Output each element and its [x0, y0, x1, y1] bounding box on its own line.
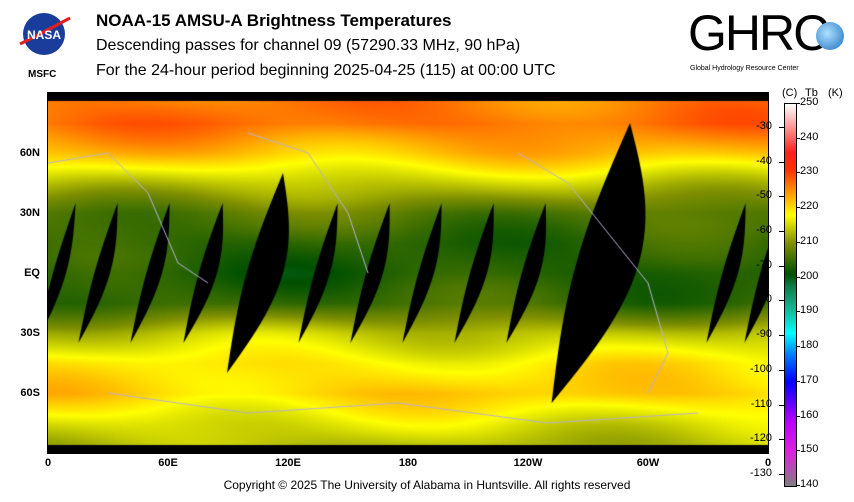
colorbar-tick — [796, 276, 800, 278]
lat-label-30n: 30N — [19, 207, 40, 219]
colorbar-tick — [796, 137, 800, 139]
colorbar-tick — [779, 369, 784, 371]
lon-label-120w: 120W — [513, 457, 543, 469]
colorbar-tick — [796, 311, 800, 313]
lat-label-60n: 60N — [19, 147, 40, 159]
period-label: For the 24-hour period beginning 2025-04… — [96, 62, 556, 79]
globe-icon — [816, 22, 844, 50]
colorbar-k-label: 180 — [800, 339, 819, 352]
colorbar — [784, 103, 797, 487]
colorbar-c-label: -120 — [749, 432, 772, 445]
colorbar-c-label: -40 — [756, 154, 772, 167]
colorbar-k-label: 200 — [800, 269, 819, 282]
lon-label-60w: 60W — [636, 457, 660, 469]
ghrc-logo-subtitle: Global Hydrology Resource Center — [690, 65, 799, 72]
brightness-temperature-map — [48, 93, 768, 453]
colorbar-tick — [796, 485, 800, 486]
colorbar-k-label: 150 — [800, 443, 819, 456]
nasa-msfc-label: MSFC — [28, 69, 57, 80]
colorbar-k-label: 210 — [800, 234, 819, 247]
colorbar-c-label: -70 — [756, 258, 772, 271]
colorbar-tick — [796, 415, 800, 417]
ghrc-logo-text: GHRC — [688, 5, 829, 61]
colorbar-k-label: 160 — [800, 408, 819, 421]
lon-label-0: 0 — [44, 457, 52, 469]
colorbar-c-label: -110 — [750, 397, 772, 410]
colorbar-tick — [779, 404, 784, 406]
colorbar-k-label: 170 — [800, 373, 819, 386]
colorbar-tick — [779, 474, 784, 476]
colorbar-k-label: 140 — [800, 478, 819, 490]
colorbar-tick — [779, 230, 784, 232]
colorbar-tick — [779, 196, 784, 198]
colorbar-c-label: -100 — [749, 362, 772, 375]
colorbar-k-label: 220 — [800, 200, 819, 213]
colorbar-tick — [779, 300, 784, 302]
colorbar-tick — [796, 103, 800, 104]
lon-label-180: 180 — [398, 457, 418, 469]
colorbar-c-label: -130 — [749, 467, 772, 480]
colorbar-c-label: -90 — [756, 328, 772, 341]
colorbar-k-label: 250 — [800, 96, 819, 108]
lon-label-0-right: 0 — [764, 457, 772, 469]
colorbar-tick — [796, 241, 800, 243]
colorbar-header-tb: Tb — [805, 87, 818, 99]
colorbar-c-label: -80 — [756, 293, 772, 306]
map-frame — [47, 92, 769, 454]
lat-label-eq: EQ — [24, 267, 40, 279]
colorbar-tick — [796, 380, 800, 382]
lat-label-60s: 60S — [20, 387, 40, 399]
colorbar-c-label: -30 — [756, 119, 772, 132]
colorbar-tick — [779, 335, 784, 337]
colorbar-header-k: (K) — [828, 87, 843, 99]
colorbar-tick — [779, 126, 784, 128]
lon-label-60e: 60E — [158, 457, 178, 469]
colorbar-tick — [796, 450, 800, 452]
colorbar-header-c: (C) — [782, 87, 798, 99]
colorbar-tick — [779, 161, 784, 163]
colorbar-c-label: -60 — [756, 223, 772, 236]
copyright: Copyright © 2025 The University of Alaba… — [223, 478, 631, 492]
page-title: NOAA-15 AMSU-A Brightness Temperatures — [96, 11, 452, 30]
colorbar-tick — [796, 346, 800, 348]
subtitle: Descending passes for channel 09 (57290.… — [96, 37, 521, 54]
colorbar-tick — [796, 172, 800, 174]
lat-label-30s: 30S — [20, 327, 40, 339]
lon-label-120e: 120E — [275, 457, 301, 469]
svg-text:NASA: NASA — [27, 28, 61, 42]
colorbar-tick — [796, 207, 800, 209]
colorbar-tick — [779, 265, 784, 267]
nasa-meatball-icon: NASA — [19, 13, 71, 55]
colorbar-k-label: 190 — [800, 304, 819, 317]
colorbar-k-label: 240 — [800, 130, 819, 143]
colorbar-c-label: -50 — [756, 189, 772, 202]
ghrc-logo: GHRC Global Hydrology Resource Center — [688, 5, 848, 78]
colorbar-k-label: 230 — [800, 165, 819, 178]
nasa-logo: NASA — [14, 10, 74, 58]
colorbar-tick — [779, 439, 784, 441]
